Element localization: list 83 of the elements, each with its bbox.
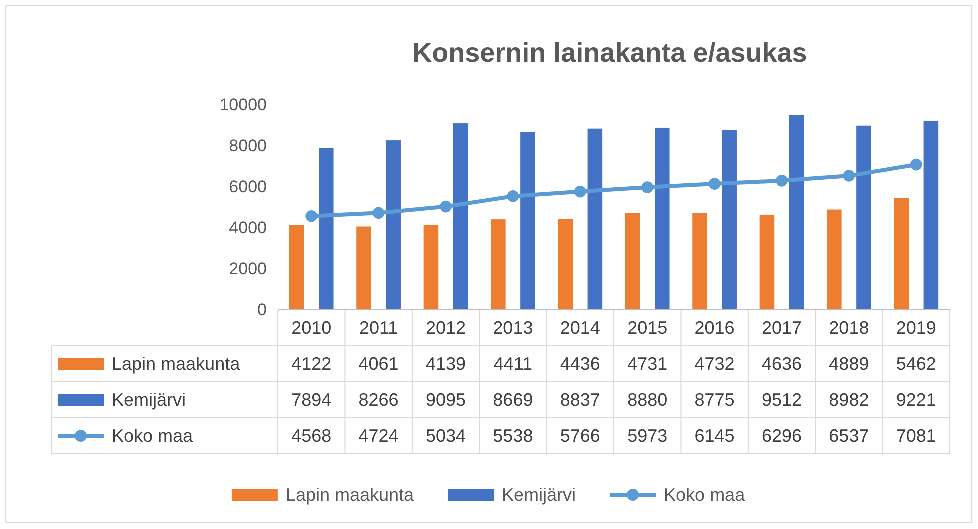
bar bbox=[789, 115, 804, 310]
data-label: 8982 bbox=[829, 390, 870, 410]
data-label: 9221 bbox=[896, 390, 936, 410]
text: Lapin maakunta bbox=[286, 485, 414, 505]
data-label: 7894 bbox=[292, 390, 332, 410]
x-tick-label: 2019 bbox=[896, 318, 936, 338]
bar bbox=[827, 210, 842, 310]
point bbox=[910, 158, 922, 171]
point bbox=[708, 178, 721, 190]
data-label: 8880 bbox=[628, 390, 668, 410]
data-label: 4568 bbox=[292, 426, 332, 446]
legend-label: Koko maa bbox=[112, 426, 194, 446]
data-label: 8775 bbox=[694, 390, 735, 410]
data-label: 4061 bbox=[358, 354, 399, 374]
point bbox=[306, 210, 318, 222]
bar bbox=[588, 128, 603, 310]
y-tick-label: 10000 bbox=[220, 95, 267, 114]
data-label: 9095 bbox=[426, 390, 466, 410]
y-tick-label: 0 bbox=[258, 300, 267, 320]
data-label: 5538 bbox=[493, 426, 534, 446]
data-label: 4732 bbox=[694, 354, 735, 374]
x-tick-label: 2017 bbox=[762, 318, 802, 338]
data-label: 6145 bbox=[694, 426, 735, 446]
bar bbox=[625, 213, 640, 310]
bar bbox=[453, 124, 468, 310]
bar bbox=[318, 148, 334, 310]
data-label: 4139 bbox=[426, 354, 466, 374]
data-label: 4436 bbox=[560, 354, 600, 374]
data-label: 9512 bbox=[762, 390, 802, 410]
bar bbox=[356, 226, 372, 310]
x-tick-label: 2013 bbox=[493, 318, 534, 338]
data-label: 5973 bbox=[628, 426, 668, 446]
bar bbox=[760, 214, 775, 310]
data-label: 5034 bbox=[426, 426, 466, 446]
bar bbox=[424, 225, 439, 310]
y-tick-label: 6000 bbox=[229, 177, 267, 196]
point bbox=[574, 186, 586, 198]
y-tick-label: 8000 bbox=[229, 136, 267, 156]
bar bbox=[856, 126, 872, 310]
data-label: 6537 bbox=[829, 426, 870, 446]
x-tick-label: 2012 bbox=[426, 318, 466, 338]
bar bbox=[386, 140, 401, 310]
point bbox=[776, 175, 788, 187]
point bbox=[440, 200, 452, 213]
data-label: 5462 bbox=[896, 354, 936, 374]
data-label: 4122 bbox=[292, 354, 332, 374]
point bbox=[642, 182, 654, 194]
text: Koko maa bbox=[664, 485, 746, 505]
bar bbox=[654, 128, 670, 310]
bar bbox=[924, 120, 939, 310]
legend-label: Kemijärvi bbox=[112, 390, 186, 410]
data-label: 4889 bbox=[829, 354, 870, 374]
bar bbox=[520, 132, 536, 310]
x-tick-label: 2015 bbox=[628, 318, 668, 338]
x-tick-label: 2011 bbox=[359, 318, 398, 338]
data-label: 4636 bbox=[762, 354, 802, 374]
chart-title: Konsernin lainakanta e/asukas bbox=[412, 38, 808, 68]
data-label: 8837 bbox=[560, 390, 600, 410]
data-label: 6296 bbox=[762, 426, 802, 446]
data-label: 8669 bbox=[493, 390, 534, 410]
text: Kemijärvi bbox=[502, 485, 576, 505]
bar bbox=[692, 212, 708, 310]
y-tick-label: 4000 bbox=[229, 218, 267, 238]
legend-label: Lapin maakunta bbox=[112, 354, 242, 374]
data-label: 8266 bbox=[358, 390, 399, 410]
x-tick-label: 2018 bbox=[829, 318, 870, 338]
data-label: 5766 bbox=[560, 426, 600, 446]
point bbox=[507, 190, 520, 202]
bar bbox=[491, 220, 506, 310]
x-tick-label: 2016 bbox=[694, 318, 735, 338]
bar bbox=[894, 198, 910, 310]
x-tick-label: 2014 bbox=[560, 318, 600, 338]
data-label: 4411 bbox=[494, 354, 533, 374]
bar bbox=[558, 219, 574, 310]
data-label: 4731 bbox=[628, 354, 668, 374]
data-label: 4724 bbox=[358, 426, 399, 446]
point bbox=[372, 207, 385, 220]
data-label: 7081 bbox=[896, 426, 936, 446]
x-tick-label: 2010 bbox=[292, 318, 332, 338]
point bbox=[843, 170, 856, 182]
bar bbox=[722, 130, 737, 310]
bar bbox=[289, 226, 304, 310]
y-tick-label: 2000 bbox=[229, 259, 267, 278]
